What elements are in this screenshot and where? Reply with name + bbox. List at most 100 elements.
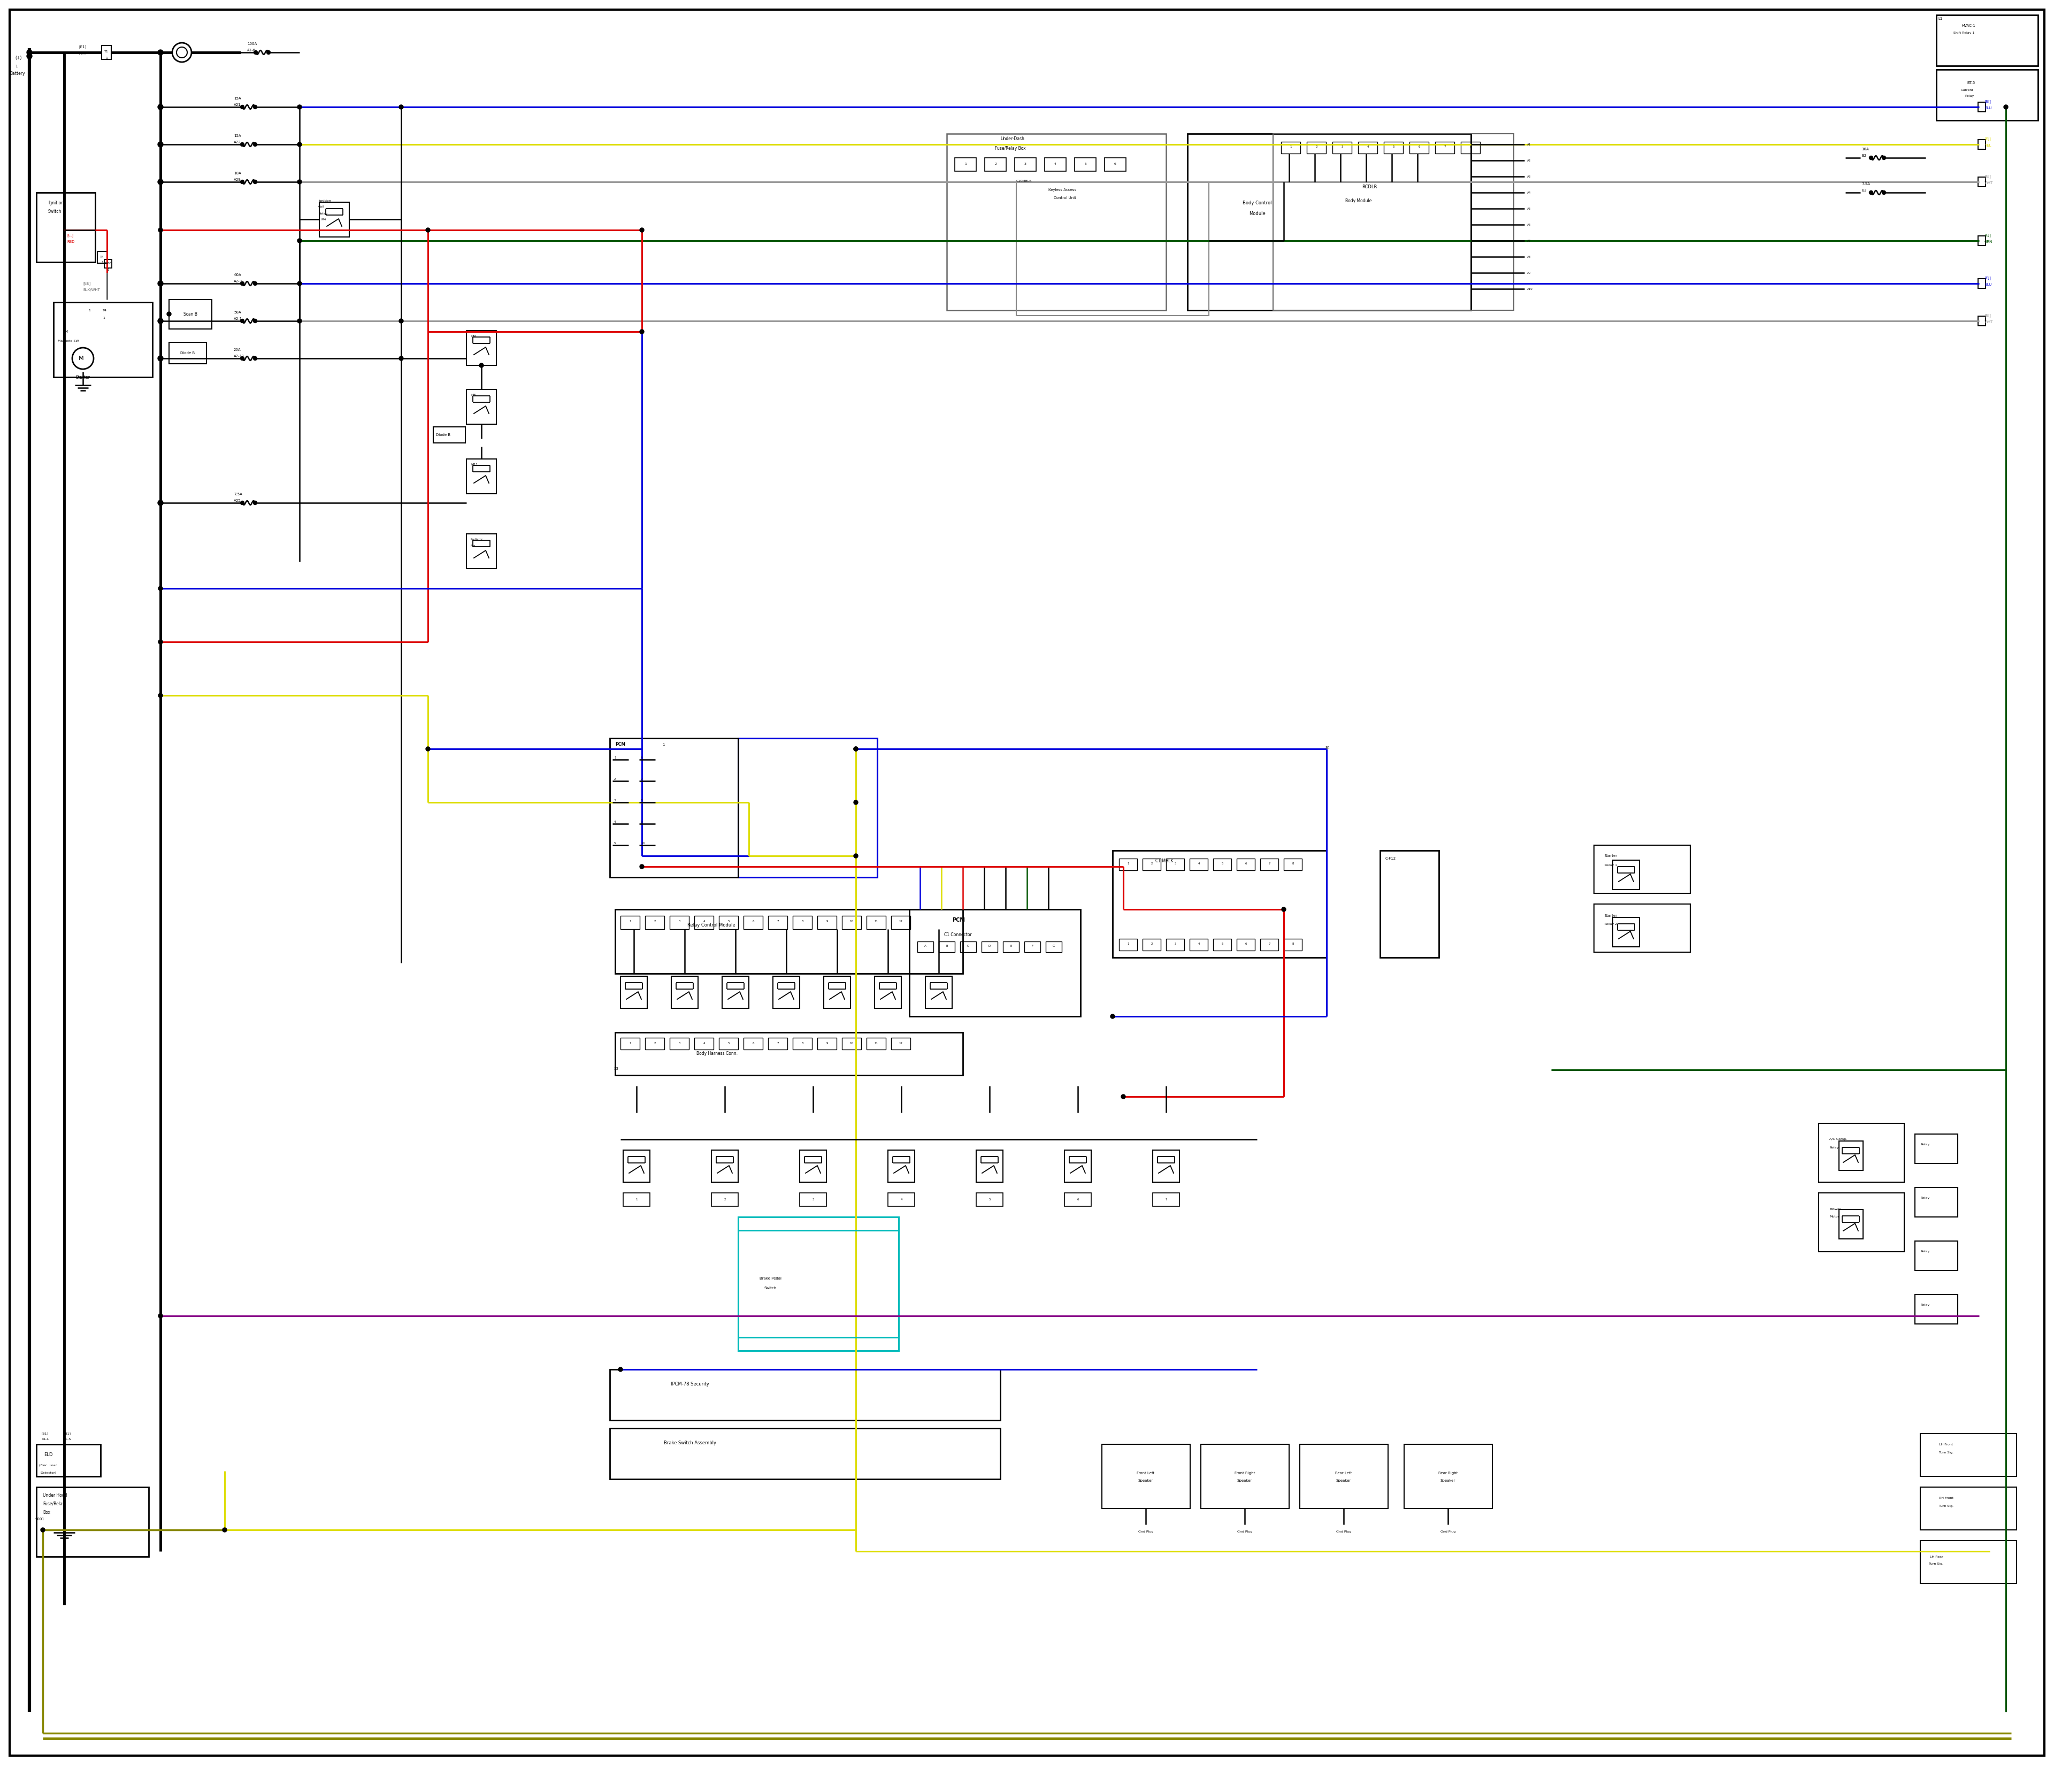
Bar — [737, 738, 877, 878]
Circle shape — [618, 1367, 622, 1371]
Bar — [620, 977, 647, 1009]
Bar — [694, 916, 713, 930]
Text: Detector): Detector) — [41, 1471, 55, 1475]
Text: B3: B3 — [1861, 188, 1867, 192]
Bar — [1187, 134, 1471, 310]
Circle shape — [240, 281, 244, 285]
Text: 10: 10 — [641, 842, 645, 844]
Text: 10: 10 — [850, 1041, 852, 1045]
Bar — [1612, 860, 1639, 889]
Text: T1: T1 — [105, 50, 109, 54]
Text: C1 MBLK: C1 MBLK — [1154, 858, 1173, 864]
Bar — [1978, 237, 1986, 246]
Text: 60A: 60A — [234, 274, 240, 276]
Text: Relay: Relay — [1830, 1147, 1838, 1149]
Circle shape — [298, 142, 302, 147]
Bar — [1284, 858, 1302, 871]
Text: WHT: WHT — [78, 52, 86, 56]
Text: Fuse/Relay: Fuse/Relay — [43, 1502, 66, 1507]
Bar — [955, 158, 976, 172]
Text: A10: A10 — [1526, 287, 1532, 290]
Bar — [1937, 14, 2038, 66]
Text: Ignition: Ignition — [318, 199, 331, 202]
Bar — [1914, 1134, 1957, 1163]
Circle shape — [240, 319, 244, 323]
Bar — [1017, 181, 1210, 315]
Bar — [982, 941, 998, 952]
Circle shape — [639, 864, 645, 869]
Circle shape — [639, 330, 645, 333]
Circle shape — [158, 179, 162, 185]
Text: C1 Connector: C1 Connector — [945, 932, 972, 937]
Bar — [610, 738, 737, 878]
Text: Turn Sig.: Turn Sig. — [1939, 1505, 1953, 1507]
Bar — [891, 1038, 910, 1050]
Text: Body Harness Conn.: Body Harness Conn. — [696, 1052, 737, 1055]
Bar — [168, 299, 212, 330]
Text: 20A: 20A — [234, 348, 240, 351]
Text: A/C Comp.: A/C Comp. — [1830, 1138, 1847, 1142]
Bar — [842, 1038, 861, 1050]
Bar — [1015, 158, 1035, 172]
Circle shape — [158, 640, 162, 643]
Circle shape — [158, 357, 162, 360]
Bar — [1045, 158, 1066, 172]
Bar — [768, 916, 787, 930]
Text: Diode B: Diode B — [181, 351, 195, 355]
Bar — [1838, 1142, 1863, 1170]
Text: WHT: WHT — [1984, 321, 1992, 324]
Text: [EJ]: [EJ] — [1984, 138, 1990, 142]
Bar — [1978, 140, 1986, 149]
Bar — [1380, 851, 1440, 957]
Text: Switch: Switch — [764, 1287, 776, 1290]
Bar — [926, 977, 953, 1009]
Text: A7: A7 — [1526, 240, 1530, 242]
Text: Keyless Access: Keyless Access — [1048, 188, 1076, 192]
Text: [EJ]: [EJ] — [1984, 176, 1990, 179]
Bar — [37, 1444, 101, 1477]
Text: 1: 1 — [105, 57, 107, 59]
Bar — [466, 534, 497, 568]
Text: Motor: Motor — [1830, 1215, 1838, 1219]
Text: Starter: Starter — [76, 375, 90, 380]
Bar — [1594, 903, 1690, 952]
Bar — [1064, 1150, 1091, 1183]
Circle shape — [1869, 190, 1873, 195]
Bar — [1920, 1541, 2017, 1584]
Text: Battery: Battery — [10, 72, 25, 77]
Bar — [939, 941, 955, 952]
Bar — [793, 916, 811, 930]
Circle shape — [1869, 156, 1873, 159]
Circle shape — [240, 357, 244, 360]
Text: 100A: 100A — [246, 43, 257, 45]
Text: YEL: YEL — [1984, 143, 1990, 147]
Bar — [614, 909, 963, 973]
Text: Scan B: Scan B — [183, 312, 197, 317]
Circle shape — [298, 238, 302, 244]
Bar — [910, 909, 1080, 1016]
Text: LH Rear: LH Rear — [1931, 1555, 1943, 1557]
Bar — [1167, 858, 1185, 871]
Bar — [918, 941, 933, 952]
Text: 10A: 10A — [1861, 147, 1869, 151]
Text: 1: 1 — [103, 317, 105, 319]
Text: 11: 11 — [875, 1041, 877, 1045]
Text: [B1]: [B1] — [41, 1432, 49, 1435]
Bar — [672, 977, 698, 1009]
Circle shape — [253, 143, 257, 147]
Text: Gnd Plug: Gnd Plug — [1138, 1530, 1152, 1534]
Text: (Elec. Load: (Elec. Load — [39, 1464, 58, 1468]
Text: BLU: BLU — [1984, 283, 1992, 287]
Text: T4: T4 — [101, 256, 105, 258]
Text: 1: 1 — [88, 308, 90, 312]
Text: [B1]: [B1] — [64, 1432, 72, 1435]
Bar — [466, 389, 497, 425]
Bar — [984, 158, 1006, 172]
Text: A4: A4 — [1526, 192, 1530, 194]
Bar — [1384, 142, 1403, 154]
Bar — [1306, 142, 1327, 154]
Circle shape — [240, 502, 244, 505]
Text: Box: Box — [43, 1511, 49, 1516]
Bar — [887, 1150, 914, 1183]
Text: Rear Left: Rear Left — [1335, 1471, 1352, 1475]
